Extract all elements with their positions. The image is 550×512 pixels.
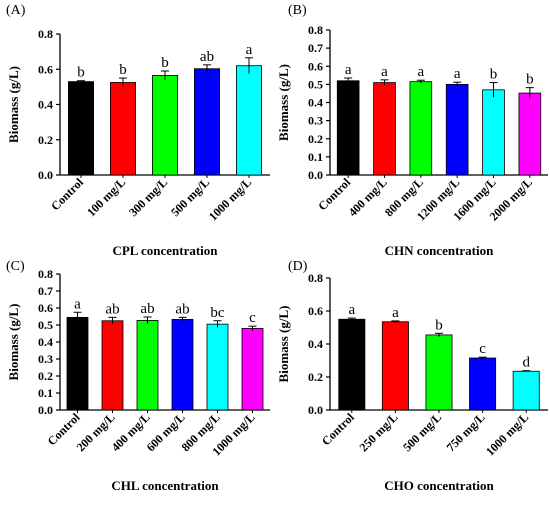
y-tick-label: 0.2 [38, 369, 53, 383]
bar-1 [338, 318, 366, 411]
bar-3 [151, 75, 178, 176]
chart-panel-1: (A) 0.0 0.2 0.4 0.6 0.8 Biomass (g/L) b Control b… [6, 3, 270, 258]
significance-label: d [522, 355, 530, 371]
category-label: 750 mg/L [444, 410, 488, 454]
significance-label: b [161, 55, 169, 71]
bar-5 [206, 323, 229, 411]
y-axis-label: Biomass (g/L) [6, 66, 21, 143]
significance-label: a [246, 42, 253, 58]
category-label: 1000 mg/L [206, 175, 254, 223]
bar-1 [336, 80, 360, 176]
bar-5 [512, 370, 540, 411]
category-label: 100 mg/L [84, 175, 128, 219]
y-tick-label: 0.8 [308, 23, 323, 37]
bar-4 [469, 357, 497, 411]
significance-label: ab [140, 301, 154, 317]
x-axis-label: CHL concentration [111, 478, 219, 493]
significance-label: ab [105, 301, 119, 317]
y-tick-label: 0.2 [38, 133, 53, 147]
significance-label: b [490, 67, 498, 83]
y-tick-label: 0.8 [308, 271, 323, 285]
significance-label: b [119, 62, 127, 78]
category-label: 400 mg/L [346, 175, 390, 219]
y-tick-label: 0.2 [308, 132, 323, 146]
significance-label: a [345, 62, 352, 78]
panel-label: (D) [288, 259, 308, 274]
y-tick-label: 0.0 [308, 168, 323, 182]
chart-panel-3: (C) 0.0 0.1 0.2 0.3 0.4 0.5 0.6 0.7 0.8 Biomass (g… [6, 259, 270, 493]
significance-label: c [249, 310, 256, 326]
bar-6 [518, 92, 542, 176]
y-axis-label: Biomass (g/L) [6, 304, 21, 381]
y-tick-label: 0.0 [308, 403, 323, 417]
significance-label: a [454, 66, 461, 82]
significance-label: a [417, 64, 424, 80]
bar-3 [409, 81, 433, 176]
significance-label: b [526, 72, 534, 88]
y-tick-label: 0.6 [308, 304, 323, 318]
panel-label: (A) [6, 3, 26, 18]
y-tick-label: 0.2 [308, 370, 323, 384]
y-tick-label: 0.7 [38, 284, 53, 298]
y-tick-label: 0.3 [38, 352, 53, 366]
y-tick-label: 0.7 [308, 41, 323, 55]
category-label: Control [48, 175, 86, 213]
bar-4 [445, 83, 469, 176]
bar-5 [482, 89, 505, 176]
y-tick-label: 0.8 [38, 27, 53, 41]
panel-label: (B) [288, 3, 307, 18]
category-label: 250 mg/L [356, 410, 400, 454]
y-tick-label: 0.1 [308, 150, 323, 164]
panel-label: (C) [6, 259, 25, 274]
y-tick-label: 0.4 [308, 337, 323, 351]
x-axis-label: CPL concentration [112, 243, 218, 258]
y-tick-label: 0.4 [308, 96, 323, 110]
significance-label: b [77, 65, 85, 81]
y-tick-label: 0.0 [38, 168, 53, 182]
significance-label: c [479, 341, 486, 357]
significance-label: a [74, 296, 81, 312]
y-tick-label: 0.4 [38, 335, 53, 349]
y-tick-label: 0.6 [38, 62, 53, 76]
bar-2 [101, 320, 124, 411]
y-tick-label: 0.1 [38, 386, 53, 400]
y-tick-label: 0.6 [38, 301, 53, 315]
y-tick-label: 0.5 [308, 77, 323, 91]
significance-label: a [392, 305, 399, 321]
y-tick-label: 0.0 [38, 403, 53, 417]
bar-4 [193, 68, 220, 176]
x-axis-label: CHO concentration [384, 478, 494, 493]
bar-2 [373, 82, 396, 176]
bar-5 [235, 65, 262, 176]
y-tick-label: 0.3 [308, 114, 323, 128]
significance-label: a [381, 64, 388, 80]
y-tick-label: 0.6 [308, 59, 323, 73]
bar-1 [68, 81, 95, 176]
category-label: 500 mg/L [400, 410, 444, 454]
significance-label: b [435, 317, 443, 333]
category-label: Control [319, 410, 357, 448]
y-axis-label: Biomass (g/L) [276, 306, 291, 383]
category-label: 1000 mg/L [483, 410, 531, 458]
bar-6 [241, 327, 264, 411]
bar-2 [110, 82, 137, 176]
bar-4 [171, 318, 194, 411]
significance-label: ab [175, 301, 189, 317]
bar-3 [425, 334, 453, 411]
x-axis-label: CHN concentration [385, 243, 494, 258]
chart-panel-4: (D) 0.0 0.2 0.4 0.6 0.8 Biomass (g/L) a Control a… [276, 259, 548, 493]
bar-3 [136, 320, 159, 411]
bar-1 [66, 316, 89, 411]
chart-panel-2: (B) 0.0 0.1 0.2 0.3 0.4 0.5 0.6 0.7 0.8 Biomass (g… [276, 3, 548, 258]
category-label: 300 mg/L [126, 175, 170, 219]
y-tick-label: 0.5 [38, 318, 53, 332]
significance-label: ab [200, 49, 214, 65]
significance-label: bc [210, 305, 225, 321]
bar-2 [381, 321, 409, 411]
y-tick-label: 0.4 [38, 98, 53, 112]
y-tick-label: 0.8 [38, 267, 53, 281]
significance-label: a [348, 302, 355, 318]
y-axis-label: Biomass (g/L) [276, 64, 291, 141]
